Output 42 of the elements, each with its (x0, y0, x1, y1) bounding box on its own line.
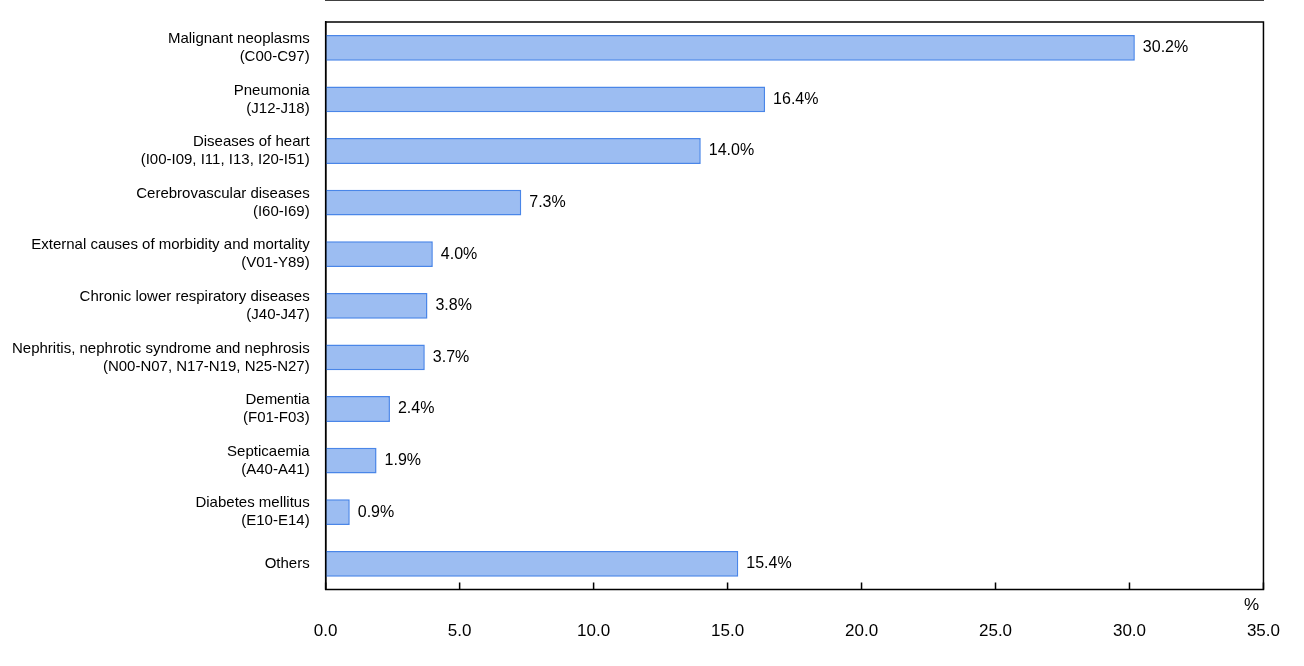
bar (325, 189, 522, 216)
x-tick-label: 35.0 (1246, 621, 1280, 641)
y-tick-label: Cerebrovascular diseases (I60-I69) (136, 183, 310, 219)
data-label: 4.0% (440, 244, 478, 262)
data-label: 7.3% (529, 193, 566, 211)
bar (325, 292, 428, 319)
y-tick-label: External causes of morbidity and mortality (V01-Y89) (31, 235, 311, 271)
x-tick-label: 20.0 (845, 621, 879, 641)
y-tick-label: Dementia (F01-F03) (242, 390, 311, 426)
data-label: 1.9% (384, 451, 422, 469)
data-label: 15.4% (746, 554, 792, 572)
bar (325, 241, 433, 268)
data-label: 3.7% (432, 347, 470, 365)
bar (325, 447, 377, 474)
x-tick-label: 0.0 (313, 621, 338, 641)
bar (325, 344, 425, 371)
bar (325, 138, 701, 164)
x-tick-label: 5.0 (447, 621, 472, 641)
data-label: 14.0% (708, 141, 755, 159)
x-tick-label: 30.0 (1112, 621, 1147, 641)
y-tick-label: Diabetes mellitus (E10-E14) (195, 493, 310, 529)
y-tick-label: Malignant neoplasms (C00-C97) (167, 28, 310, 64)
x-tick-label: 10.0 (577, 621, 611, 641)
x-axis-title: % (1243, 595, 1260, 615)
y-tick-label: Diseases of heart (I00-I09, I11, I13, I20-I51) (140, 132, 311, 168)
y-tick-label: Others (264, 553, 310, 571)
y-tick-label: Nephritis, nephrotic syndrome and nephrosis (N00-N07, N17-N19, N25-N27) (12, 338, 310, 374)
data-label: 3.8% (435, 296, 472, 314)
data-label: 30.2% (1142, 38, 1189, 56)
bar (325, 86, 766, 113)
bar (325, 396, 390, 422)
bar (325, 34, 1135, 61)
y-tick-label: Chronic lower respiratory diseases (J40-J47) (79, 286, 310, 322)
y-tick-label: Septicaemia (A40-A41) (227, 441, 311, 477)
data-label: 2.4% (397, 399, 435, 417)
data-label: 0.9% (357, 502, 395, 520)
y-tick-label: Pneumonia (J12-J18) (233, 80, 311, 116)
bar (325, 550, 739, 577)
x-tick-label: 15.0 (711, 621, 745, 641)
bar (325, 499, 350, 526)
x-tick-label: 25.0 (978, 621, 1013, 641)
data-label: 16.4% (773, 89, 819, 107)
